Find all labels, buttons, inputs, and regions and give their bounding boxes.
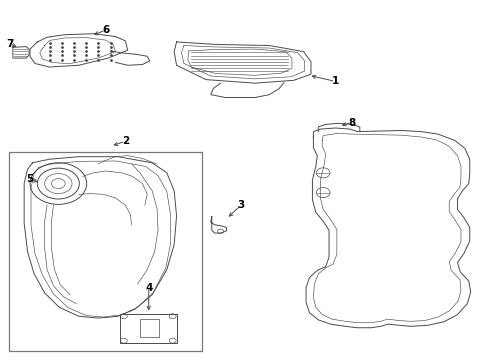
- Text: 5: 5: [26, 174, 34, 184]
- Bar: [121, 314, 176, 343]
- Bar: [140, 319, 159, 337]
- Text: 8: 8: [348, 118, 355, 128]
- Text: 1: 1: [332, 76, 339, 86]
- Text: 2: 2: [122, 136, 129, 146]
- Bar: [9, 152, 202, 351]
- Text: 3: 3: [238, 200, 245, 210]
- Text: 7: 7: [6, 39, 13, 49]
- Text: 6: 6: [102, 25, 109, 35]
- Text: 4: 4: [145, 283, 152, 293]
